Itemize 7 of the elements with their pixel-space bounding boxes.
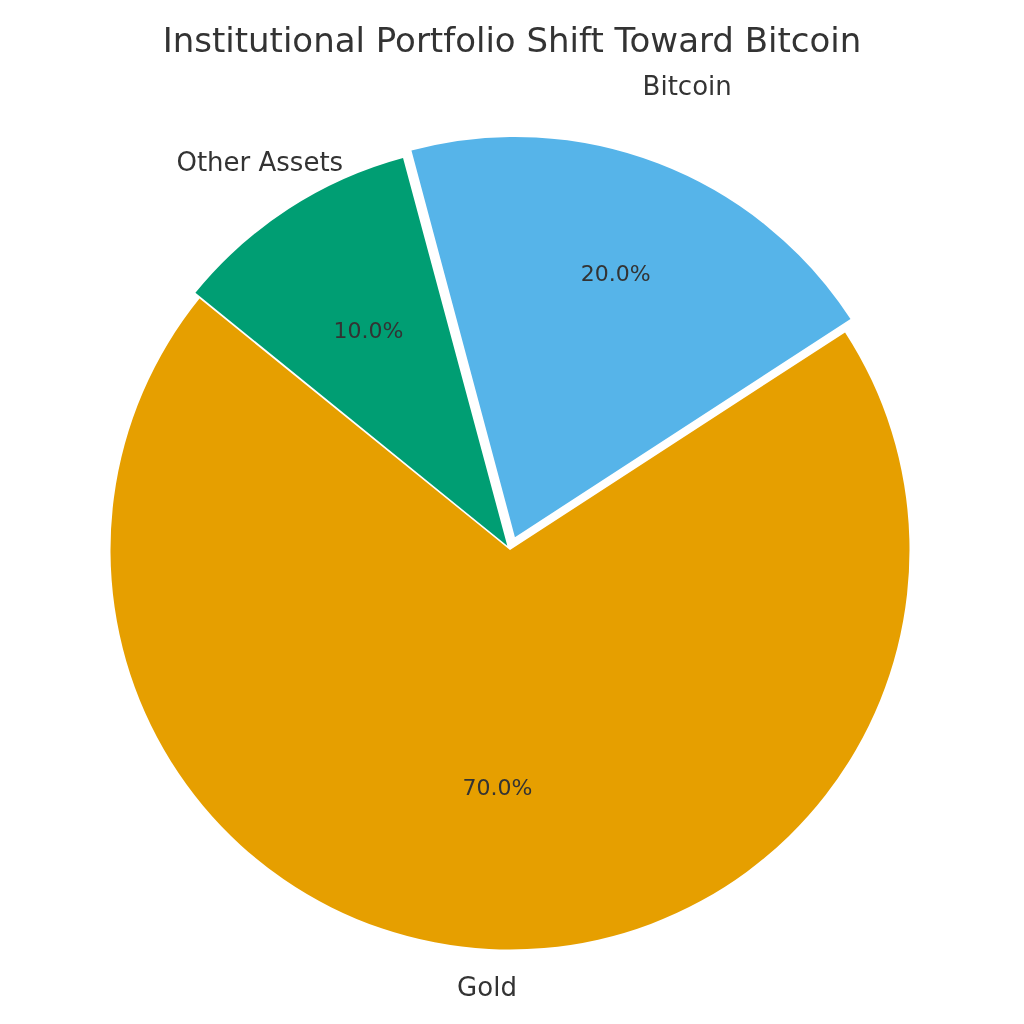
data-label: 70.0% [462,775,533,801]
data-label: 10.0% [333,317,404,343]
data-label: 20.0% [580,260,651,286]
slice-label: Gold [457,971,517,1002]
chart-title: Institutional Portfolio Shift Toward Bitcoin [161,20,863,60]
slice-label: Other Assets [176,147,344,178]
slice-label: Bitcoin [642,71,732,102]
